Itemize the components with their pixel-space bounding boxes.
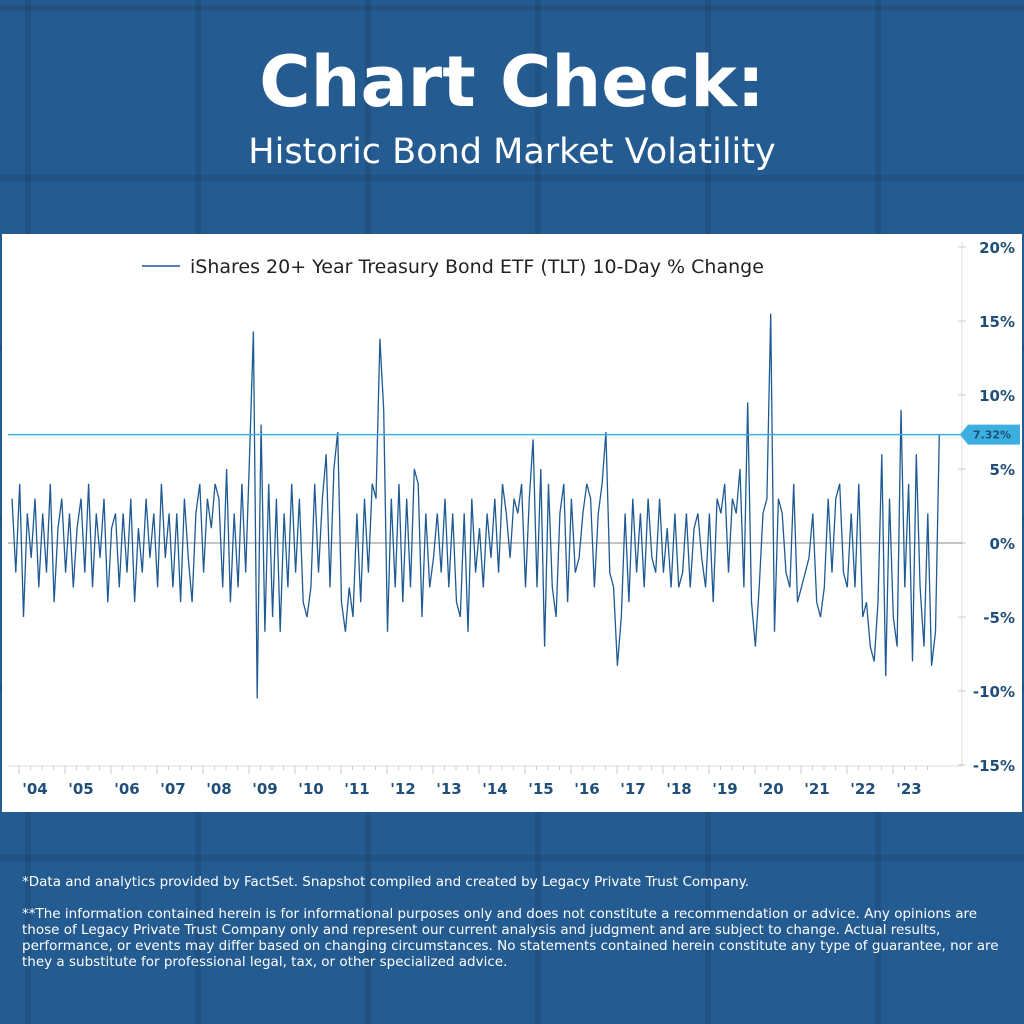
x-tick-label: '09 bbox=[252, 780, 277, 798]
y-tick-label: 15% bbox=[979, 313, 1015, 331]
x-tick-label: '16 bbox=[574, 780, 599, 798]
x-tick-label: '13 bbox=[436, 780, 461, 798]
x-tick-label: '15 bbox=[528, 780, 553, 798]
y-tick-label: -10% bbox=[973, 683, 1015, 701]
x-tick-label: '11 bbox=[344, 780, 369, 798]
x-tick-label: '07 bbox=[160, 780, 185, 798]
reference-badge: 7.32% bbox=[960, 424, 1020, 445]
x-tick-label: '10 bbox=[298, 780, 323, 798]
x-tick-label: '21 bbox=[804, 780, 829, 798]
x-tick-label: '23 bbox=[896, 780, 921, 798]
x-tick-label: '22 bbox=[850, 780, 875, 798]
x-tick-label: '12 bbox=[390, 780, 415, 798]
reference-badge-label: 7.32% bbox=[973, 429, 1011, 442]
y-tick-label: 10% bbox=[979, 387, 1015, 405]
y-tick-label: -15% bbox=[973, 757, 1015, 775]
x-tick-label: '19 bbox=[712, 780, 737, 798]
x-tick-label: '04 bbox=[22, 780, 47, 798]
x-tick-label: '06 bbox=[114, 780, 139, 798]
x-tick-label: '18 bbox=[666, 780, 691, 798]
series-line bbox=[11, 313, 940, 699]
x-tick-label: '14 bbox=[482, 780, 507, 798]
x-tick-label: '05 bbox=[68, 780, 93, 798]
y-tick-label: -5% bbox=[983, 609, 1015, 627]
page-title: Chart Check: bbox=[259, 41, 765, 123]
y-tick-label: 5% bbox=[990, 461, 1015, 479]
x-tick-label: '20 bbox=[758, 780, 783, 798]
legend-label: iShares 20+ Year Treasury Bond ETF (TLT)… bbox=[190, 256, 764, 278]
chart-panel: 7.32% 20% 15% 10% 5% 0% -5% -10% -15% '04 '05 '06… bbox=[2, 234, 1022, 812]
chart: 7.32% 20% 15% 10% 5% 0% -5% -10% -15% '04 '05 '06… bbox=[8, 239, 1020, 798]
reference-badge-shape bbox=[960, 424, 1020, 445]
disclaimer: **The information contained herein is fo… bbox=[22, 906, 999, 970]
y-tick-label: 20% bbox=[979, 239, 1015, 257]
page-subtitle: Historic Bond Market Volatility bbox=[248, 132, 776, 172]
x-tick-label: '17 bbox=[620, 780, 645, 798]
source-note: *Data and analytics provided by FactSet.… bbox=[22, 874, 750, 890]
y-tick-label: 0% bbox=[990, 535, 1015, 553]
x-tick-label: '08 bbox=[206, 780, 231, 798]
